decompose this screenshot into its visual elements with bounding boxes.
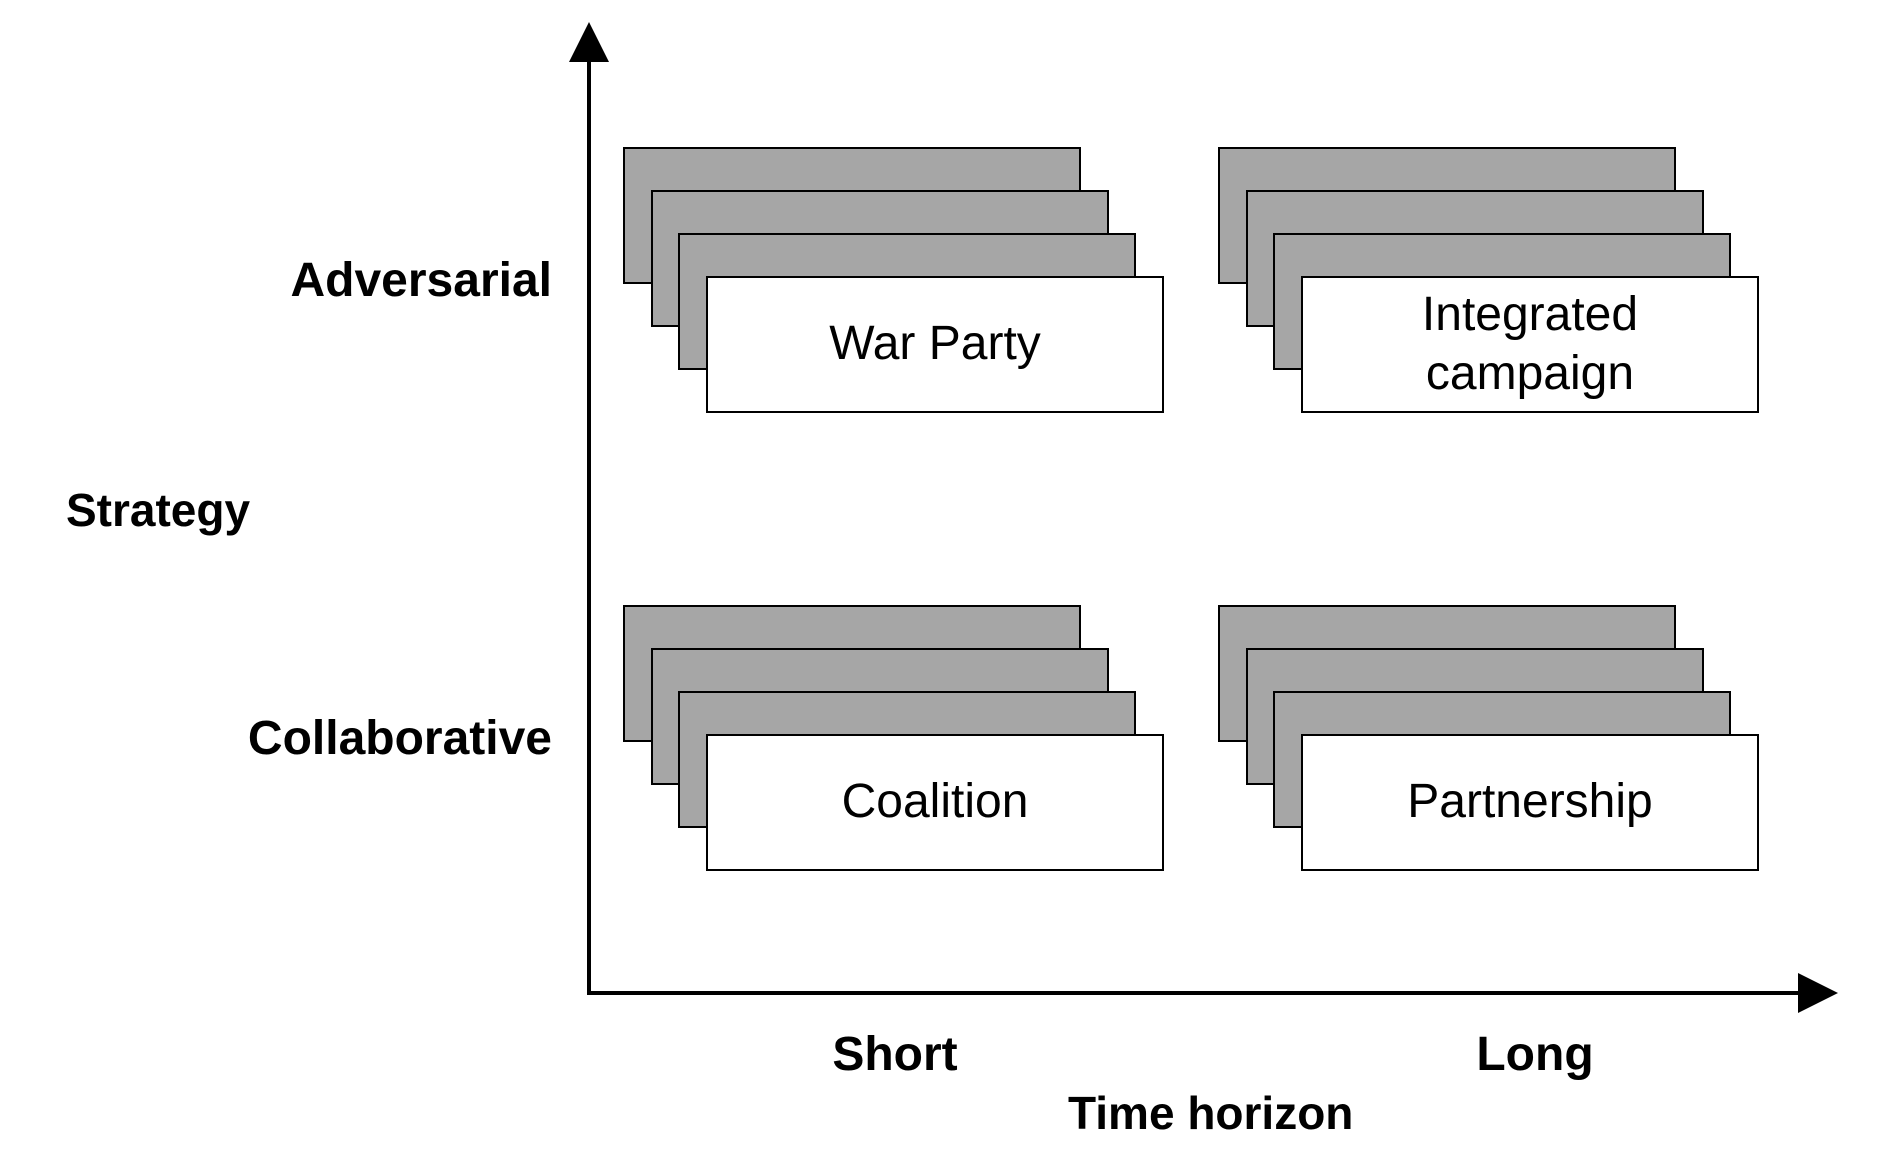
card-label: Integrated campaign xyxy=(1421,287,1639,400)
card-coalition: Coalition xyxy=(706,734,1164,871)
card-partnership: Partnership xyxy=(1301,734,1759,871)
stack-collaborative-short: Coalition xyxy=(623,605,1193,871)
card-label: Coalition xyxy=(841,775,1029,829)
card-label: War Party xyxy=(829,317,1041,371)
column-label-short: Short xyxy=(832,1028,958,1081)
row-label-adversarial: Adversarial xyxy=(290,254,553,307)
card-integrated-campaign: Integrated campaign xyxy=(1301,276,1759,413)
card-war-party: War Party xyxy=(706,276,1164,413)
x-axis-title: Time horizon xyxy=(1068,1087,1354,1139)
row-label-collaborative: Collaborative xyxy=(247,712,552,765)
card-label: Partnership xyxy=(1407,775,1653,829)
y-axis-title: Strategy xyxy=(66,484,251,536)
stack-adversarial-short: War Party xyxy=(623,147,1193,413)
column-label-long: Long xyxy=(1476,1028,1594,1081)
stack-collaborative-long: Partnership xyxy=(1218,605,1788,871)
stack-adversarial-long: Integrated campaign xyxy=(1218,147,1788,413)
